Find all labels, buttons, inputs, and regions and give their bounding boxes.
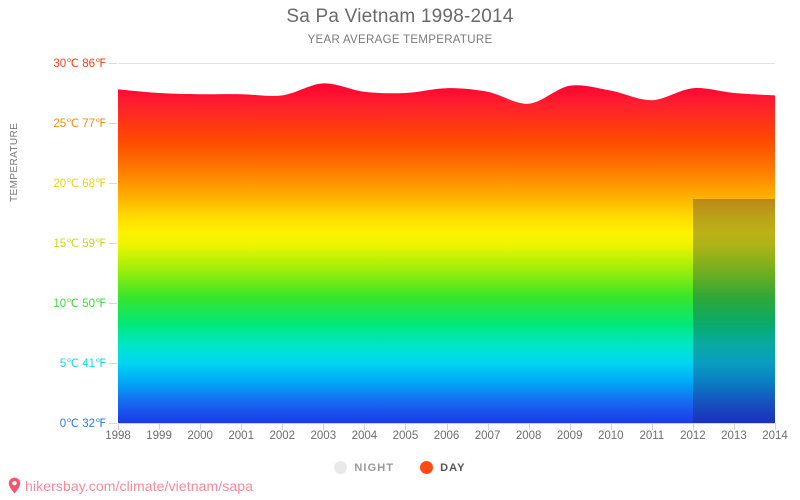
y-axis-tick	[109, 63, 117, 64]
y-axis-tick	[109, 423, 117, 424]
x-axis-label: 2003	[310, 430, 337, 442]
x-axis-label: 2007	[474, 430, 501, 442]
x-axis-tick	[364, 423, 366, 430]
y-axis-label: 20℃ 68℉	[53, 178, 106, 190]
x-axis-tick	[692, 423, 694, 430]
night-color-swatch-icon	[334, 461, 348, 474]
y-axis-label: 15℃ 59℉	[53, 238, 106, 250]
y-axis-label: 10℃ 50℉	[53, 298, 106, 310]
chart-title: Sa Pa Vietnam 1998-2014	[286, 6, 514, 27]
x-axis-tick	[775, 423, 776, 430]
x-axis-tick	[651, 423, 653, 430]
x-axis-tick	[282, 423, 284, 430]
x-axis-tick	[323, 423, 325, 430]
plot-area	[118, 63, 775, 423]
x-axis-label: 2011	[639, 430, 665, 442]
x-axis-label: 2013	[721, 430, 747, 442]
x-axis-tick	[528, 423, 530, 430]
x-axis-tick	[487, 423, 489, 430]
map-pin-icon	[8, 477, 21, 494]
x-axis-label: 2006	[433, 430, 460, 442]
legend-label-night: NIGHT	[354, 461, 395, 474]
x-axis-label: 1998	[105, 430, 131, 442]
x-axis-label: 2009	[556, 430, 583, 442]
x-axis-tick	[159, 423, 161, 430]
y-axis-tick	[109, 243, 117, 244]
legend-item-day[interactable]: DAY	[420, 461, 466, 474]
x-axis-tick	[118, 423, 119, 430]
y-axis-tick	[109, 303, 117, 304]
x-axis-label: 2012	[680, 430, 706, 442]
chart-legend: NIGHT DAY	[0, 461, 800, 474]
y-axis-tick	[109, 183, 117, 184]
x-axis-tick	[405, 423, 407, 430]
legend-item-night[interactable]: NIGHT	[334, 461, 394, 474]
x-axis-label: 2008	[515, 430, 542, 442]
x-axis-label: 2002	[269, 430, 296, 442]
plot-clip	[118, 63, 775, 423]
watermark-text: hikersbay.com/climate/vietnam/sapa	[25, 477, 254, 494]
chart-subtitle: YEAR AVERAGE TEMPERATURE	[307, 34, 493, 46]
x-axis-label: 2004	[351, 430, 378, 442]
gridline	[118, 63, 775, 64]
x-axis-tick	[200, 423, 202, 430]
x-axis-tick	[446, 423, 448, 430]
day-area-series	[118, 83, 775, 423]
x-axis-tick	[733, 423, 735, 430]
x-axis-tick	[241, 423, 243, 430]
y-axis-label: 5℃ 41℉	[59, 358, 106, 370]
day-color-swatch-icon	[420, 461, 434, 474]
x-axis-label: 2010	[597, 430, 624, 442]
x-axis-label: 2001	[228, 430, 254, 442]
y-axis-label: 25℃ 77℉	[53, 118, 106, 130]
x-axis-label: 2000	[187, 430, 213, 442]
x-axis-tick	[569, 423, 571, 430]
watermark[interactable]: hikersbay.com/climate/vietnam/sapa	[8, 477, 253, 494]
y-axis-tick	[109, 123, 117, 124]
x-axis-label: 1999	[146, 430, 172, 442]
x-axis-tick	[610, 423, 612, 430]
y-axis-title: TEMPERATURE	[9, 122, 20, 202]
y-axis-label: 30℃ 86℉	[53, 58, 106, 70]
y-axis-tick	[109, 363, 117, 364]
x-axis-label: 2005	[392, 430, 419, 442]
x-axis-label: 2014	[762, 430, 788, 442]
night-series-block	[692, 198, 775, 423]
legend-label-day: DAY	[440, 461, 466, 474]
y-axis-label: 0℃ 32℉	[59, 418, 106, 430]
